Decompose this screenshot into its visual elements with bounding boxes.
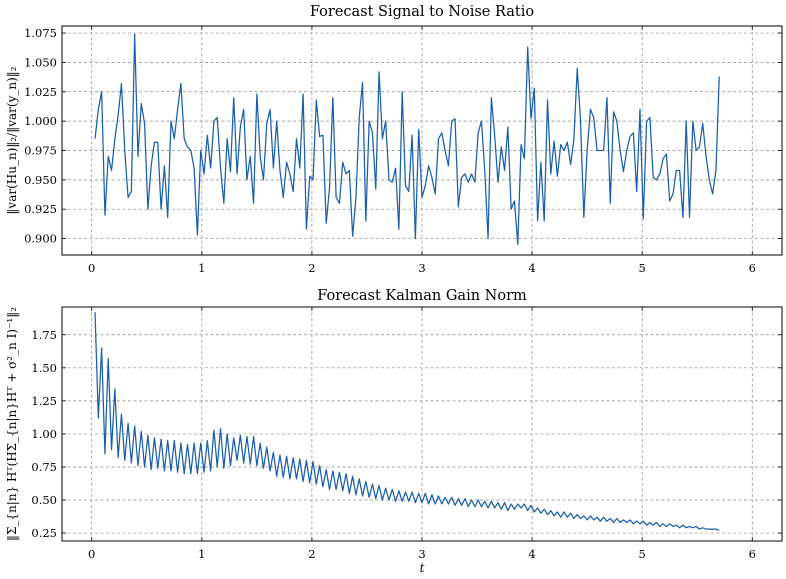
snr-y-tick-label: 0.950 [24,173,57,187]
snr-y-tick-label: 0.900 [24,232,57,246]
kalman-axis-ticks: 0 1 2 3 4 5 6 0.25 0.50 0.75 1.00 1.25 1.50 1.75 [31,307,782,561]
kalman-x-tick-label: 4 [528,547,535,561]
kalman-x-tick-label: 3 [418,547,425,561]
kalman-x-axis-label: t [420,561,425,575]
kalman-x-tick-label: 0 [88,547,95,561]
kalman-y-tick-label: 1.25 [31,394,57,408]
kalman-gain-chart-panel: Forecast Kalman Gain Norm ‖Σ_{n|n} Hᵀ(HΣ… [5,288,783,575]
snr-x-tick-label: 5 [639,261,646,275]
snr-chart-title: Forecast Signal to Noise Ratio [310,4,534,20]
snr-y-tick-label: 1.025 [24,85,57,99]
snr-x-tick-label: 2 [308,261,315,275]
kalman-y-tick-label: 1.50 [31,361,57,375]
snr-y-tick-label: 1.075 [24,26,57,40]
kalman-chart-title: Forecast Kalman Gain Norm [317,288,527,304]
snr-x-tick-label: 0 [88,261,95,275]
snr-y-axis-label: ‖var(Hu_n)‖₂/‖var(y_n)‖₂ [5,66,19,214]
snr-grid [62,26,782,255]
snr-y-tick-label: 0.975 [24,143,57,157]
kalman-y-tick-label: 1.75 [31,328,57,342]
snr-x-tick-label: 3 [418,261,425,275]
kalman-y-tick-label: 0.75 [31,460,57,474]
kalman-y-tick-label: 1.00 [31,427,57,441]
snr-y-tick-label: 0.925 [24,202,57,216]
snr-y-tick-label: 1.000 [24,114,57,128]
snr-series-line [94,33,720,246]
kalman-y-tick-label: 0.25 [31,526,57,540]
snr-x-tick-label: 4 [528,261,535,275]
snr-x-tick-label: 1 [198,261,205,275]
kalman-x-tick-label: 1 [198,547,205,561]
kalman-series-line [94,312,720,532]
snr-x-tick-label: 6 [749,261,756,275]
snr-y-tick-label: 1.050 [24,55,57,69]
kalman-x-tick-label: 2 [308,547,315,561]
kalman-y-axis-label: ‖Σ_{n|n} Hᵀ(HΣ_{n|n}Hᵀ + σ²_n I)⁻¹‖₂ [5,307,19,541]
kalman-grid [62,307,782,541]
kalman-x-tick-label: 5 [639,547,646,561]
kalman-x-tick-label: 6 [749,547,756,561]
snr-axis-ticks: 0 1 2 3 4 5 6 0.900 0.925 0.950 0.975 1.000 1.025 1.0… [24,26,782,275]
snr-chart-panel: Forecast Signal to Noise Ratio ‖var(Hu_n… [5,4,783,275]
kalman-y-tick-label: 0.50 [31,493,57,507]
